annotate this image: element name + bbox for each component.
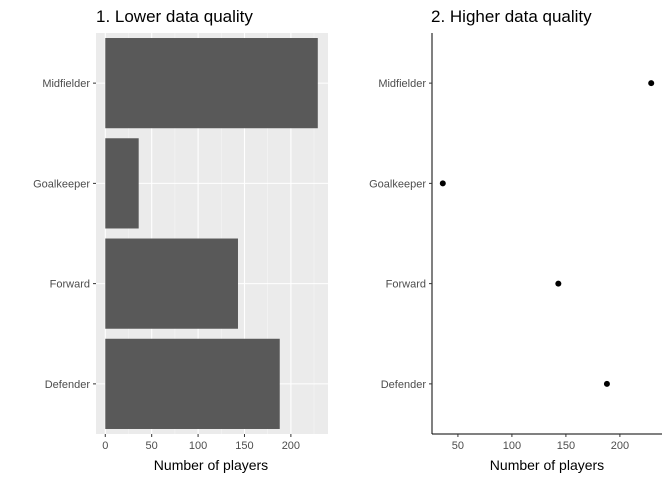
panel1-x-tick-label: 150: [235, 440, 253, 452]
panel1-x-axis-title: Number of players: [154, 457, 268, 473]
bar-goalkeeper: [105, 138, 139, 229]
panel1-title: 1. Lower data quality: [96, 7, 253, 26]
panel2-title: 2. Higher data quality: [431, 7, 592, 26]
point-forward: [555, 280, 562, 287]
point-defender: [603, 380, 610, 387]
panel2-x-tick-label: 100: [503, 440, 521, 452]
bar-defender: [105, 338, 280, 429]
panel2-x-axis-title: Number of players: [490, 457, 604, 473]
panel2-x-tick-label: 200: [611, 440, 629, 452]
panel2-points: [439, 80, 655, 387]
panel2-x-tick-label: 150: [557, 440, 575, 452]
panel1-y-tick-label: Defender: [45, 379, 91, 391]
bar-midfielder: [105, 38, 318, 129]
panel2-y-tick-label: Goalkeeper: [369, 178, 426, 190]
panel1-y-tick-label: Forward: [50, 279, 90, 291]
panel-lower-quality: 1. Lower data quality Defender Forward Goa…: [33, 7, 328, 473]
panel1-y-tick-label: Midfielder: [42, 78, 90, 90]
point-midfielder: [648, 80, 655, 87]
panel2-y-tick-label: Forward: [386, 279, 426, 291]
panel1-y-tick-label: Goalkeeper: [33, 178, 90, 190]
panel-higher-quality: 2. Higher data quality Defender Forward Go…: [369, 7, 662, 473]
panel1-x-tick-label: 0: [102, 440, 108, 452]
panel1-x-tick-label: 200: [282, 440, 300, 452]
panel2-x-tick-label: 50: [452, 440, 464, 452]
panel1-x-axis: 0 50 100 150 200: [102, 434, 300, 452]
panel1-y-axis: Defender Forward Goalkeeper Midfielder: [33, 78, 96, 391]
panel2-y-tick-label: Midfielder: [378, 78, 426, 90]
panel2-y-axis: Defender Forward Goalkeeper Midfielder: [369, 33, 433, 434]
panel2-x-axis: 50 100 150 200: [432, 433, 662, 452]
panel1-x-tick-label: 100: [189, 440, 207, 452]
panel1-x-tick-label: 50: [146, 440, 158, 452]
bar-forward: [105, 238, 238, 329]
panel2-y-tick-label: Defender: [381, 379, 427, 391]
panel1-bars: [105, 38, 318, 429]
point-goalkeeper: [439, 180, 446, 187]
